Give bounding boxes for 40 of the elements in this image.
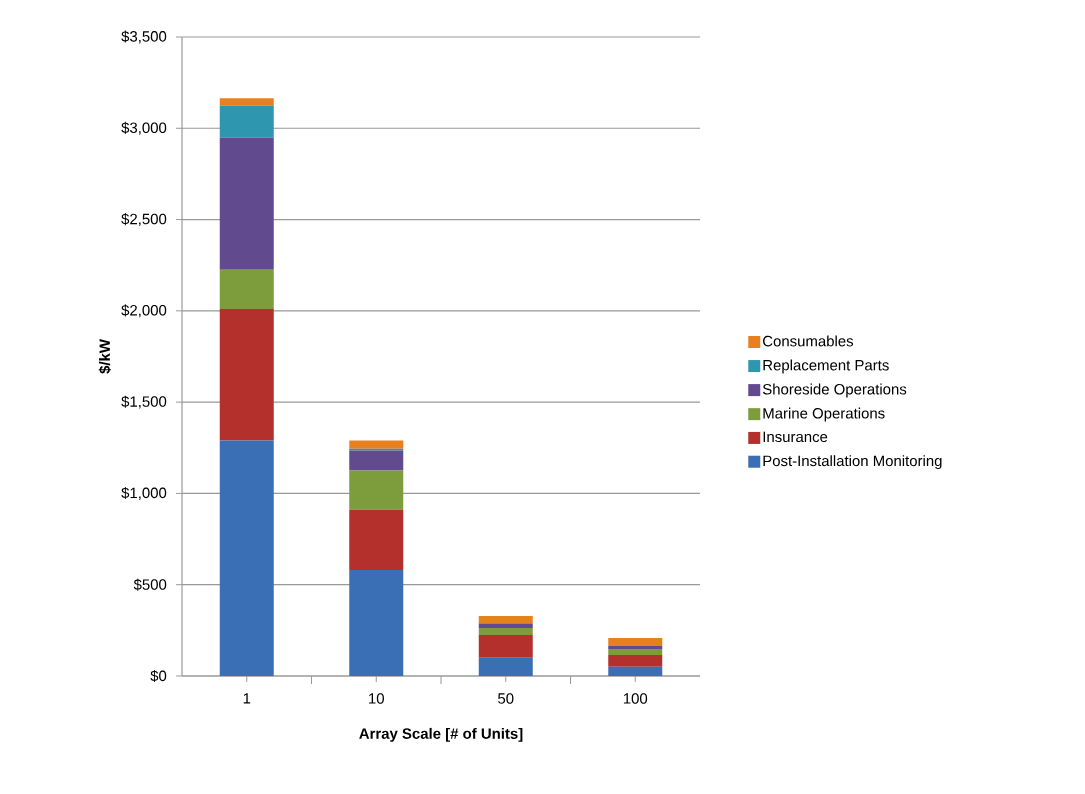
bar: [349, 450, 404, 471]
y-tick-label: $1,000: [121, 486, 167, 500]
bar: [349, 570, 404, 676]
bar: [608, 648, 663, 655]
legend-label: Marine Operations: [763, 407, 885, 422]
y-tick-label: $500: [133, 578, 167, 591]
bar: [219, 105, 274, 138]
bar: [219, 269, 274, 310]
x-axis-title: Array Scale [# of Units]: [359, 727, 523, 742]
bar: [478, 657, 533, 676]
bar: [219, 137, 274, 270]
bar: [349, 440, 404, 449]
bar: [608, 638, 663, 646]
x-tick-label: 10: [369, 693, 384, 704]
bar: [219, 440, 274, 676]
bar: [349, 470, 404, 510]
x-tick-label: 50: [498, 693, 514, 704]
bar: [219, 98, 274, 106]
bar: [478, 634, 533, 658]
x-tick-label: 100: [623, 693, 648, 704]
y-tick-label: $3,000: [121, 121, 167, 135]
bar: [478, 627, 533, 635]
legend-label: Consumables: [763, 335, 854, 347]
y-tick-label: $2,000: [121, 304, 167, 318]
legend-label: Post-Installation Monitoring: [763, 455, 942, 470]
bar: [608, 666, 663, 676]
y-tick-label: $1,500: [121, 395, 167, 409]
bar: [219, 309, 274, 441]
bar: [608, 654, 663, 667]
y-tick-label: $0: [150, 669, 167, 683]
legend-label: Replacement Parts: [763, 359, 889, 374]
bar: [478, 623, 533, 628]
legend-label: Insurance: [763, 431, 828, 443]
y-tick-label: $2,500: [121, 213, 167, 227]
bar: [478, 615, 533, 624]
y-axis-title: $/kW: [98, 339, 111, 374]
legend-label: Shoreside Operations: [762, 383, 907, 398]
x-tick-label: 1: [243, 693, 251, 704]
bar: [349, 509, 404, 571]
y-tick-label: $3,500: [121, 30, 167, 44]
